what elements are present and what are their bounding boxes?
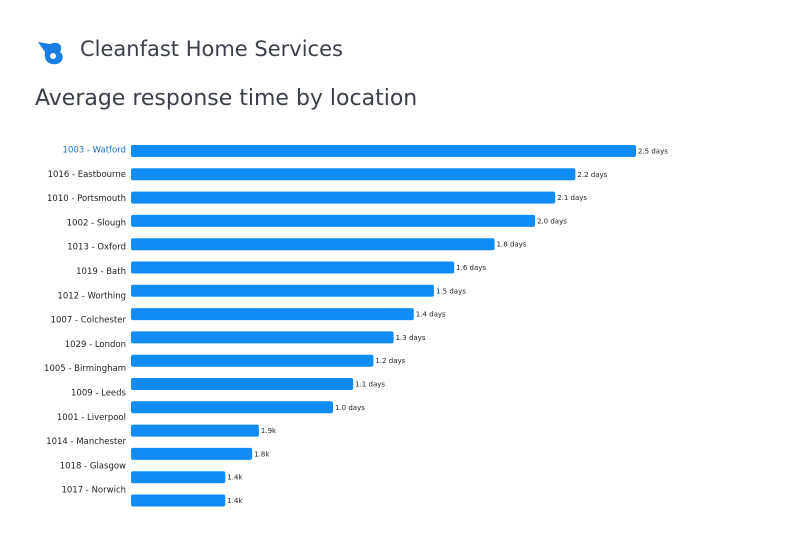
value-label: 1.8k	[254, 450, 270, 458]
category-label: 1005 - Birmingham	[44, 364, 126, 374]
category-label: 1010 - Portsmouth	[47, 194, 126, 204]
value-label: 1.3 days	[396, 334, 426, 342]
bar	[131, 284, 434, 297]
logo-shape	[38, 42, 63, 65]
bar	[131, 191, 556, 204]
chart-title: Average response time by location	[35, 86, 417, 111]
value-label: 1.2 days	[375, 357, 405, 365]
value-label: 1.1 days	[355, 381, 385, 389]
category-label: 1003 - Watford	[63, 146, 126, 156]
bar	[131, 424, 259, 437]
value-label: 1.8 days	[497, 241, 527, 249]
bar	[131, 261, 455, 274]
value-label: 1.5 days	[436, 287, 466, 295]
value-label: 1.4 days	[416, 311, 446, 319]
category-label: 1017 - Norwich	[61, 486, 126, 496]
bar	[131, 447, 253, 460]
bar	[131, 145, 636, 157]
category-label: 1001 - Liverpool	[57, 413, 126, 423]
bar	[131, 471, 226, 484]
category-label: 1018 - Glasgow	[60, 461, 126, 471]
value-label: 1.4k	[227, 474, 243, 482]
brand-name: Cleanfast Home Services	[80, 37, 343, 61]
category-label: 1009 - Leeds	[71, 389, 127, 399]
bar	[131, 378, 354, 390]
bar	[131, 168, 576, 181]
bar	[131, 214, 535, 227]
value-label: 1.4k	[227, 497, 243, 505]
category-label: 1007 - Colchester	[51, 316, 127, 326]
value-label: 2.1 days	[557, 194, 587, 202]
bar	[131, 238, 495, 251]
category-label: 1014 - Manchester	[46, 437, 126, 447]
bar	[131, 331, 394, 344]
bar	[131, 308, 414, 321]
value-label: 2.5 days	[638, 148, 668, 156]
bar	[131, 401, 333, 414]
value-label: 1.6 days	[456, 264, 486, 272]
value-label: 1.9k	[261, 427, 277, 435]
bar	[131, 354, 374, 367]
category-label: 1013 - Oxford	[67, 243, 126, 253]
category-label: 1029 - London	[65, 340, 126, 350]
logo-eye	[50, 53, 56, 59]
category-label: 1002 - Slough	[67, 218, 126, 228]
bar	[131, 494, 226, 507]
category-label: 1016 - Eastbourne	[48, 170, 126, 180]
logo	[38, 42, 63, 65]
category-label: 1012 - Worthing	[57, 291, 126, 301]
value-label: 1.0 days	[335, 404, 365, 412]
value-label: 2.0 days	[537, 217, 567, 225]
category-label: 1019 - Bath	[76, 267, 126, 277]
chart: 1003 - Watford 1016 - Eastbourne 1010 - Po…	[44, 145, 668, 507]
value-label: 2.2 days	[577, 171, 607, 179]
